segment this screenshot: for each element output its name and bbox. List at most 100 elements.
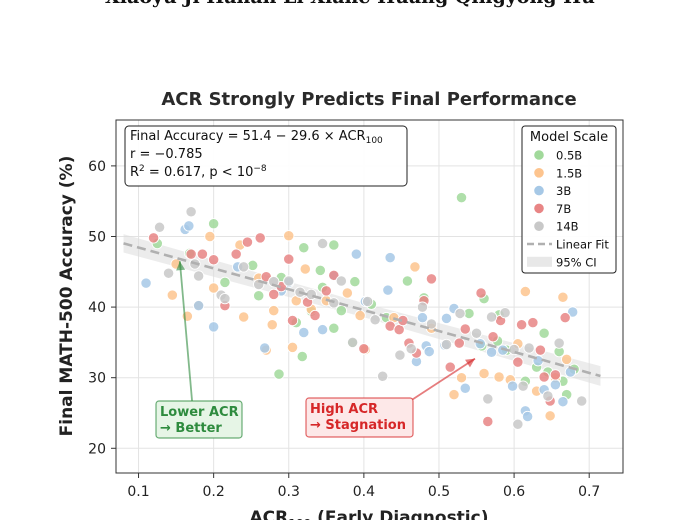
x-tick-label: 0.6: [503, 484, 525, 500]
annotation-arrowhead: [465, 358, 476, 368]
y-tick-label: 20: [88, 441, 106, 457]
data-point-7b: [358, 343, 370, 355]
legend-label: 3B: [556, 184, 571, 198]
data-point-0p5b: [538, 327, 550, 339]
stats-correlation: r = −0.785: [130, 147, 203, 162]
fit-line: [123, 242, 601, 378]
data-point-14b: [416, 301, 429, 313]
annotation-arrowhead: [176, 261, 186, 271]
data-point-1p5b: [207, 282, 220, 294]
legend-marker: [533, 185, 545, 197]
data-point-7b: [283, 253, 295, 265]
annotation-box: [155, 400, 243, 439]
data-point-1p5b: [519, 285, 532, 298]
data-point-0p5b: [455, 192, 468, 204]
data-point-1p5b: [268, 304, 280, 317]
data-point-7b: [241, 236, 254, 248]
annotation-arrow: [178, 261, 195, 416]
legend-marker: [533, 149, 545, 161]
data-point-1p5b: [166, 289, 178, 301]
data-point-7b: [475, 287, 487, 299]
data-point-14b: [268, 276, 280, 288]
y-tick-label: 30: [88, 371, 106, 387]
data-point-7b: [527, 316, 539, 329]
data-point-14b: [346, 336, 359, 349]
annotations: Lower ACR→ Better High ACR→ Stagnation: [155, 261, 476, 439]
data-point-3b: [459, 382, 471, 394]
data-point-3b: [140, 277, 152, 289]
data-point-3b: [506, 380, 519, 392]
fit-line-group: [123, 242, 601, 378]
data-point-0p5b: [335, 304, 347, 317]
y-tick-label: 60: [88, 159, 106, 175]
annotation-text-line1: High ACR: [310, 402, 378, 417]
legend: Model Scale 0.5B 1.5B 3B 7B 14B Linear Fit 95% …: [521, 125, 617, 274]
data-point-7b: [320, 285, 332, 297]
data-point-14b: [405, 343, 417, 355]
x-tick-label: 0.5: [428, 484, 450, 500]
data-point-7b: [147, 232, 160, 244]
data-point-7b: [538, 371, 550, 383]
x-tick-label: 0.7: [578, 484, 600, 500]
annotation-text-line2: → Stagnation: [310, 418, 406, 433]
plot-frame: [115, 119, 624, 474]
data-point-7b: [230, 248, 242, 260]
chart-title: ACR Strongly Predicts Final Performance: [161, 89, 576, 110]
data-point-7b: [444, 361, 456, 373]
data-point-14b: [219, 292, 231, 305]
data-point-3b: [207, 321, 220, 333]
data-point-3b: [192, 300, 205, 312]
x-tick-label: 0.3: [278, 484, 300, 500]
data-point-1p5b: [238, 311, 250, 323]
data-point-7b: [207, 254, 220, 266]
data-point-7b: [459, 323, 471, 335]
data-point-14b: [394, 349, 406, 361]
data-point-7b: [268, 288, 280, 301]
data-point-14b: [185, 206, 197, 218]
data-point-3b: [384, 252, 396, 264]
data-point-7b: [453, 337, 465, 349]
y-axis-label: Final MATH-500 Accuracy (%): [57, 156, 77, 437]
data-point-14b: [283, 275, 295, 287]
data-point-3b: [549, 379, 562, 391]
data-point-3b: [298, 326, 310, 339]
legend-label: 0.5B: [556, 149, 582, 163]
data-point-14b: [361, 295, 374, 308]
data-point-3b: [259, 342, 271, 354]
data-point-0p5b: [314, 264, 326, 277]
data-point-3b: [416, 312, 429, 324]
data-point-14b: [523, 342, 535, 354]
data-point-14b: [470, 327, 483, 339]
data-point-7b: [559, 312, 571, 324]
data-point-14b: [153, 221, 166, 233]
data-point-7b: [309, 309, 321, 322]
legend-marker: [533, 220, 545, 232]
stats-equation: Final Accuracy = 51.4 − 29.6 × ACR100: [130, 129, 383, 146]
annotation-box: [305, 397, 414, 438]
data-point-3b: [350, 248, 363, 260]
data-point-1p5b: [299, 263, 311, 275]
data-point-7b: [328, 269, 340, 281]
legend-label: 1.5B: [556, 166, 582, 180]
data-point-0p5b: [296, 350, 308, 363]
data-point-3b: [316, 324, 329, 336]
data-point-7b: [286, 314, 299, 327]
data-point-7b: [482, 415, 494, 428]
data-point-7b: [487, 331, 499, 343]
data-point-14b: [576, 395, 588, 407]
data-point-1p5b: [266, 319, 278, 331]
data-point-0p5b: [253, 290, 265, 302]
data-point-7b: [549, 369, 562, 381]
data-point-0p5b: [328, 239, 340, 251]
x-axis-label: ACR100 (Early Diagnostic): [250, 508, 489, 520]
legend-label: 95% CI: [556, 255, 597, 269]
annotation-text-line1: Lower ACR: [160, 405, 239, 420]
data-point-3b: [440, 312, 453, 325]
data-point-0p5b: [219, 276, 231, 289]
y-tick-label: 50: [88, 229, 106, 245]
legend-marker: [533, 167, 545, 179]
data-point-1p5b: [493, 371, 505, 383]
data-point-0p5b: [298, 242, 310, 254]
data-point-14b: [499, 307, 511, 319]
